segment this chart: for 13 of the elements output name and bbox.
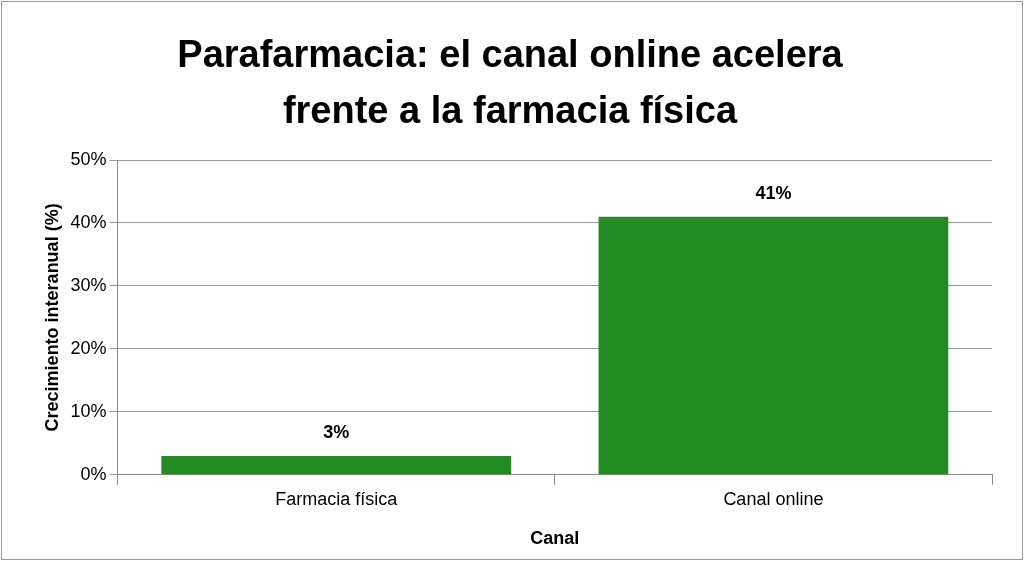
data-label: 3% xyxy=(323,421,350,442)
y-tick-label: 20% xyxy=(70,337,107,358)
y-tick-label: 50% xyxy=(70,148,107,169)
y-tick-label: 0% xyxy=(80,463,107,484)
y-tick-label: 30% xyxy=(70,274,107,295)
x-axis-title: Canal xyxy=(530,528,580,549)
y-tick-label: 10% xyxy=(70,400,107,421)
y-axis-title: Crecimiento interanual (%) xyxy=(41,203,62,432)
x-tick-label: Farmacia física xyxy=(275,488,399,509)
chart-title: Parafarmacia: el canal online acelera frente a la farmacia física xyxy=(176,32,844,133)
x-tick-label: Canal online xyxy=(723,488,824,509)
data-label: 41% xyxy=(755,182,792,203)
y-tick-label: 40% xyxy=(70,211,107,232)
